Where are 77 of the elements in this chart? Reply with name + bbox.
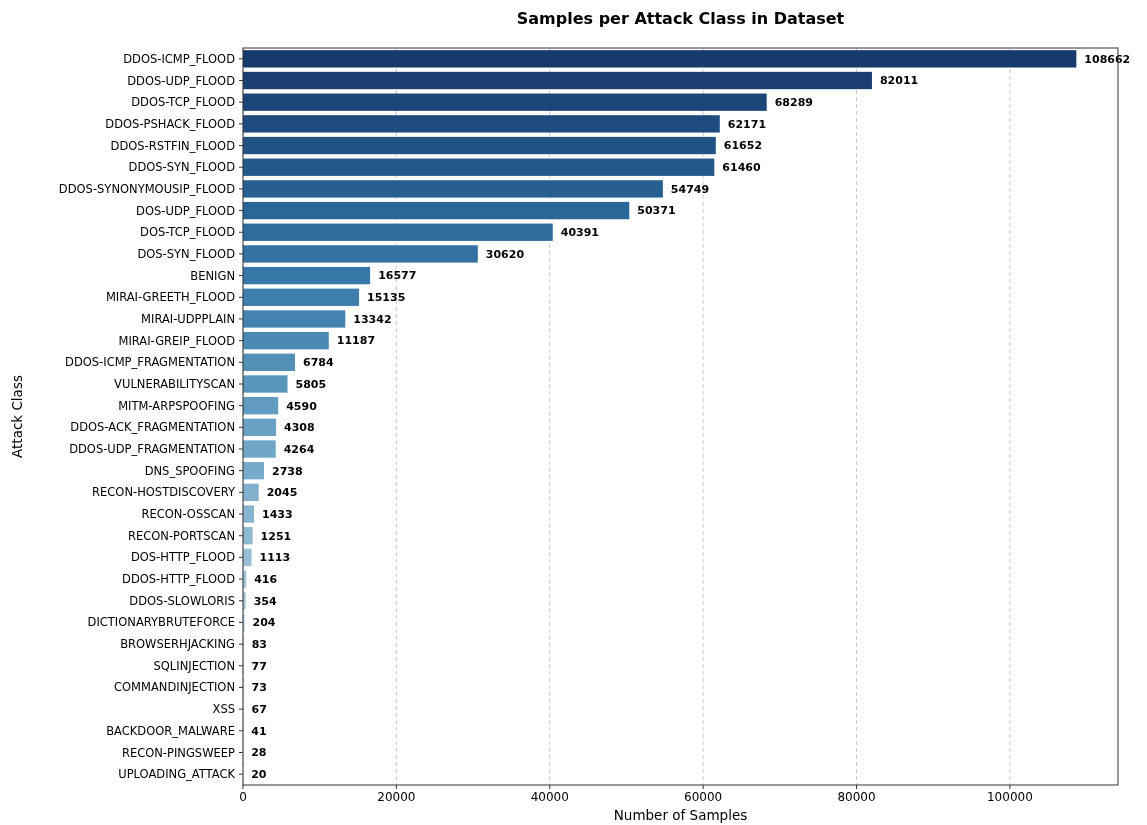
data-label: 62171 <box>727 117 767 131</box>
y-tick-label: DDOS-SYNONYMOUSIP_FLOOD <box>58 181 236 196</box>
y-tick-label: DDOS-SYN_FLOOD <box>128 160 236 175</box>
y-tick-label: DOS-HTTP_FLOOD <box>130 550 236 565</box>
data-label: 13342 <box>353 312 392 326</box>
y-tick-label: DDOS-ACK_FRAGMENTATION <box>70 420 235 435</box>
y-tick-label: RECON-OSSCAN <box>141 507 235 522</box>
y-tick-label: DDOS-ICMP_FLOOD <box>123 51 236 66</box>
x-tick-label: 100000 <box>987 790 1033 804</box>
data-label: 4264 <box>283 442 315 456</box>
y-tick-label: DDOS-SLOWLORIS <box>129 593 235 608</box>
data-label: 77 <box>251 659 267 673</box>
data-label: 61460 <box>722 161 761 175</box>
data-label: 67 <box>251 702 267 716</box>
y-tick-label: MIRAI-GREETH_FLOOD <box>105 290 236 305</box>
y-tick-label: RECON-HOSTDISCOVERY <box>92 485 236 500</box>
y-axis-title: Attack Class <box>9 375 25 458</box>
y-tick-label: DDOS-RSTFIN_FLOOD <box>110 138 236 153</box>
data-label: 1251 <box>260 529 292 543</box>
data-label: 30620 <box>485 247 525 261</box>
data-label: 2045 <box>266 486 298 500</box>
y-tick-label: MIRAI-GREIP_FLOOD <box>118 333 236 348</box>
x-tick-label: 20000 <box>377 790 416 804</box>
y-tick-label: DDOS-TCP_FLOOD <box>131 95 236 110</box>
y-tick-label: DNS_SPOOFING <box>144 463 235 478</box>
y-tick-label: COMMANDINJECTION <box>113 680 235 695</box>
data-label: 416 <box>254 572 278 586</box>
data-label: 16577 <box>378 269 417 283</box>
data-label: 1113 <box>259 551 291 565</box>
data-label: 4590 <box>286 399 318 413</box>
data-label: 1433 <box>261 507 293 521</box>
chart-title: Samples per Attack Class in Dataset <box>516 9 845 28</box>
y-tick-label: DOS-TCP_FLOOD <box>140 225 236 240</box>
y-tick-label: XSS <box>212 702 235 717</box>
y-tick-label: DDOS-HTTP_FLOOD <box>122 572 236 587</box>
data-label: 6784 <box>303 356 334 370</box>
data-label: 15135 <box>367 291 406 305</box>
y-tick-label: DOS-UDP_FLOOD <box>136 203 236 218</box>
y-tick-label: MIRAI-UDPPLAIN <box>141 311 235 326</box>
data-label: 40391 <box>560 226 600 240</box>
y-tick-label: VULNERABILITYSCAN <box>114 377 235 392</box>
data-label: 11187 <box>336 334 376 348</box>
y-tick-label: DDOS-PSHACK_FLOOD <box>105 116 236 131</box>
x-tick-label: 60000 <box>684 790 723 804</box>
data-label: 68289 <box>774 96 813 110</box>
data-label: 54749 <box>670 182 710 196</box>
data-label: 61652 <box>723 139 763 153</box>
data-label: 2738 <box>272 464 303 478</box>
y-tick-label: RECON-PINGSWEEP <box>121 745 236 760</box>
y-tick-label: BENIGN <box>190 268 235 283</box>
data-label: 50371 <box>637 204 676 218</box>
data-label: 82011 <box>879 74 919 88</box>
x-tick-label: 0 <box>239 790 247 804</box>
data-label: 83 <box>251 637 267 651</box>
y-tick-label: DOS-SYN_FLOOD <box>137 246 236 261</box>
data-label: 108662 <box>1084 52 1131 66</box>
data-label: 28 <box>251 746 267 760</box>
y-tick-label: MITM-ARPSPOOFING <box>118 398 235 413</box>
data-label: 41 <box>251 724 267 738</box>
data-label: 20 <box>251 768 267 782</box>
y-tick-label: BROWSERHJACKING <box>120 637 235 652</box>
y-tick-label: SQLINJECTION <box>153 658 235 673</box>
x-tick-label: 40000 <box>530 790 569 804</box>
y-tick-label: UPLOADING_ATTACK <box>118 767 236 782</box>
y-tick-label: DDOS-UDP_FRAGMENTATION <box>69 442 235 457</box>
y-tick-label: BACKDOOR_MALWARE <box>106 723 235 738</box>
y-tick-label: DICTIONARYBRUTEFORCE <box>87 615 235 630</box>
data-label: 73 <box>251 681 267 695</box>
y-tick-label: RECON-PORTSCAN <box>127 528 235 543</box>
data-label: 5805 <box>295 377 327 391</box>
data-label: 204 <box>252 616 276 630</box>
x-tick-label: 80000 <box>837 790 876 804</box>
y-tick-label: DDOS-ICMP_FRAGMENTATION <box>65 355 235 370</box>
data-label: 354 <box>253 594 278 608</box>
data-label: 4308 <box>284 421 315 435</box>
y-tick-label: DDOS-UDP_FLOOD <box>127 73 236 88</box>
x-axis-title: Number of Samples <box>613 807 748 823</box>
